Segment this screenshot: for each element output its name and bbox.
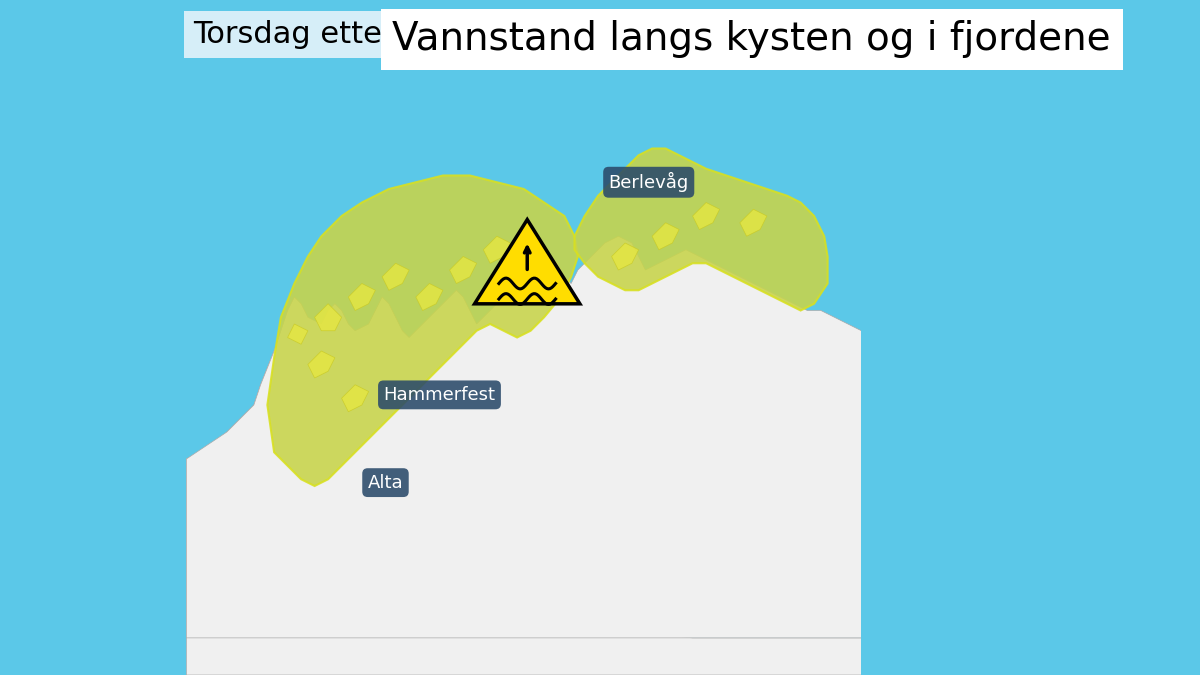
Polygon shape [484, 236, 510, 263]
Text: Torsdag ettermiddag: Torsdag ettermiddag [193, 20, 509, 49]
Polygon shape [575, 148, 828, 310]
Polygon shape [692, 202, 720, 230]
Polygon shape [342, 385, 368, 412]
Polygon shape [382, 263, 409, 290]
Polygon shape [652, 223, 679, 250]
Polygon shape [348, 284, 376, 310]
Text: Berlevåg: Berlevåg [608, 172, 689, 192]
Polygon shape [450, 256, 476, 284]
Polygon shape [308, 351, 335, 378]
Polygon shape [314, 304, 342, 331]
Text: Alta: Alta [367, 474, 403, 491]
Polygon shape [612, 243, 638, 270]
Polygon shape [740, 209, 767, 236]
Polygon shape [416, 284, 443, 310]
Polygon shape [268, 176, 578, 486]
Polygon shape [288, 324, 308, 344]
Text: Vannstand langs kysten og i fjordene: Vannstand langs kysten og i fjordene [392, 20, 1111, 58]
Polygon shape [186, 236, 862, 638]
Polygon shape [474, 219, 580, 304]
Polygon shape [186, 338, 862, 675]
Text: Hammerfest: Hammerfest [384, 386, 496, 404]
